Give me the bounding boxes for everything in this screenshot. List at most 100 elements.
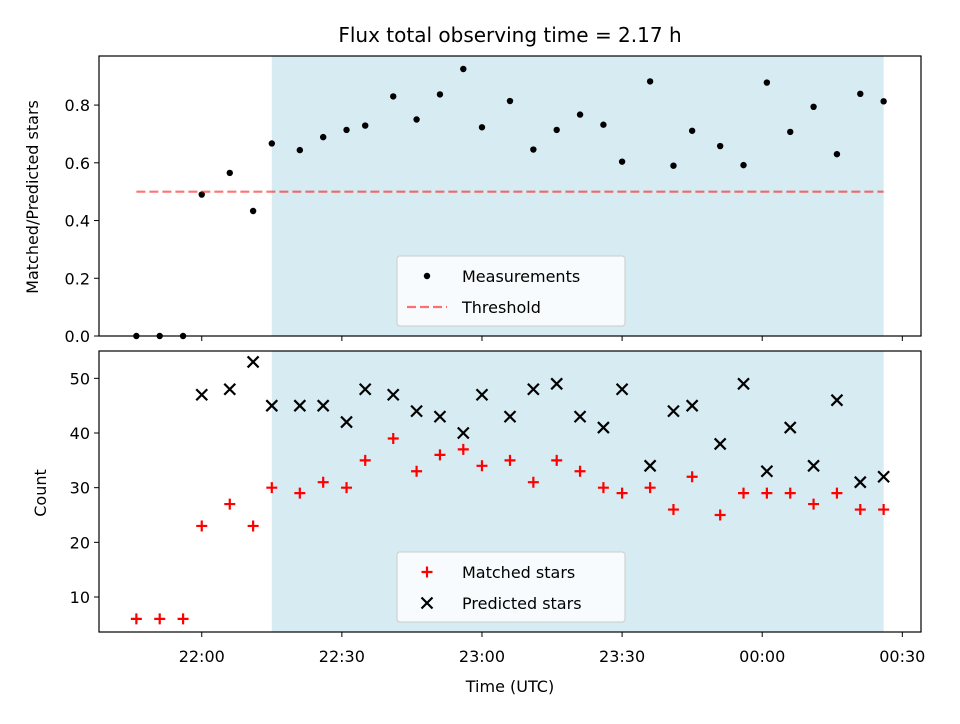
predicted-star-point [246, 355, 260, 369]
legend-label: Measurements [462, 267, 580, 286]
y-tick-label: 0.4 [65, 212, 90, 231]
x-tick-label: 00:00 [739, 647, 785, 666]
x-axis-ticks: 22:00 22:30 23:00 23:30 00:00 00:30 [179, 647, 926, 666]
predicted-star-point [340, 415, 353, 429]
predicted-star-point [615, 382, 629, 396]
top-y-axis-label: Matched/Predicted stars [23, 100, 42, 294]
predicted-star-point [457, 426, 470, 440]
measurement-point [670, 162, 677, 169]
matched-star-point [686, 471, 698, 483]
matched-star-point [854, 504, 866, 516]
matched-star-point [644, 482, 656, 494]
predicted-star-point [667, 404, 680, 418]
series-matched-stars [130, 432, 890, 625]
matched-star-point [714, 509, 726, 521]
series-predicted-stars [195, 355, 890, 489]
matched-star-point [457, 443, 469, 455]
measurement-point [857, 90, 864, 98]
legend-box [396, 551, 626, 623]
predicted-star-point [503, 410, 517, 423]
x-tick-label: 23:00 [459, 647, 505, 666]
predicted-star-point [597, 421, 610, 434]
x-tick-label: 22:00 [179, 647, 225, 666]
bottom-panel: 10 20 30 40 50 Matched stars Predicted stars [70, 350, 922, 637]
matched-star-point [247, 520, 259, 532]
y-tick-label: 20 [70, 533, 90, 552]
predicted-star-point [830, 393, 844, 407]
matched-star-point [387, 432, 399, 444]
matched-star-point [808, 498, 820, 510]
measurement-point [362, 122, 369, 129]
predicted-star-point [358, 382, 372, 396]
matched-star-point [878, 504, 890, 516]
y-tick-label: 0.6 [65, 154, 90, 173]
predicted-star-point [433, 410, 447, 423]
matched-star-point [616, 487, 628, 499]
y-tick-label: 40 [70, 424, 90, 443]
y-tick-label: 50 [70, 369, 90, 388]
y-tick-label: 0.8 [65, 96, 90, 115]
matched-star-point [574, 465, 586, 477]
measurement-point [268, 140, 276, 147]
matched-star-point [224, 498, 236, 510]
predicted-star-point [737, 377, 750, 391]
measurement-point [740, 161, 747, 169]
predicted-star-point [386, 388, 400, 402]
legend-box [396, 255, 626, 327]
measurement-point [296, 146, 304, 154]
matched-star-point [266, 482, 278, 494]
matched-star-point [294, 487, 306, 499]
measurement-point [530, 146, 537, 153]
matched-star-point [196, 520, 208, 532]
matched-star-point [761, 487, 773, 499]
predicted-star-point [713, 437, 727, 451]
matched-star-point [317, 476, 329, 488]
legend-label: Matched stars [462, 563, 575, 582]
matched-star-point [504, 454, 516, 466]
x-tick-label: 00:30 [879, 647, 925, 666]
matched-star-point [434, 449, 446, 461]
predicted-star-point [643, 459, 657, 473]
measurement-point [787, 128, 794, 136]
measurement-point [249, 207, 257, 215]
predicted-star-point [475, 388, 489, 402]
legend-label: Threshold [461, 298, 541, 317]
measurement-point [413, 116, 420, 123]
predicted-star-point [877, 470, 890, 484]
measurement-point [576, 111, 584, 118]
legend-label: Predicted stars [462, 594, 582, 613]
predicted-star-point [223, 382, 237, 396]
predicted-star-point [293, 399, 307, 412]
predicted-star-point [316, 399, 330, 412]
predicted-star-point [265, 399, 279, 412]
measurement-point [343, 126, 350, 134]
matched-star-point [341, 482, 353, 494]
top-panel: 0.0 0.2 0.4 0.6 0.8 Measurements Threshold [65, 55, 922, 346]
matched-star-point [177, 613, 189, 625]
legend: Matched stars Predicted stars [396, 551, 626, 623]
measurement-point [646, 78, 654, 85]
measurement-point [390, 93, 397, 100]
matched-star-point [667, 504, 679, 516]
predicted-star-point [550, 377, 563, 391]
y-tick-label: 30 [70, 479, 90, 498]
matched-star-point [411, 465, 423, 477]
measurement-point [880, 98, 887, 105]
measurement-point [478, 124, 486, 131]
matched-star-point [476, 460, 488, 472]
axes-frame [98, 55, 922, 337]
measurement-point [833, 150, 841, 158]
predicted-star-point [573, 410, 587, 423]
matched-star-point [551, 454, 563, 466]
matched-star-point [527, 476, 539, 488]
x-axis-label: Time (UTC) [465, 677, 554, 696]
matched-star-point [359, 454, 371, 466]
y-tick-label: 10 [70, 588, 90, 607]
x-tick-label: 22:30 [319, 647, 365, 666]
measurement-point [688, 127, 696, 134]
bottom-y-axis-label: Count [31, 469, 50, 517]
y-tick-label: 0.0 [65, 327, 90, 346]
legend-predicted-swatch [420, 596, 434, 610]
measurement-point [506, 97, 514, 105]
